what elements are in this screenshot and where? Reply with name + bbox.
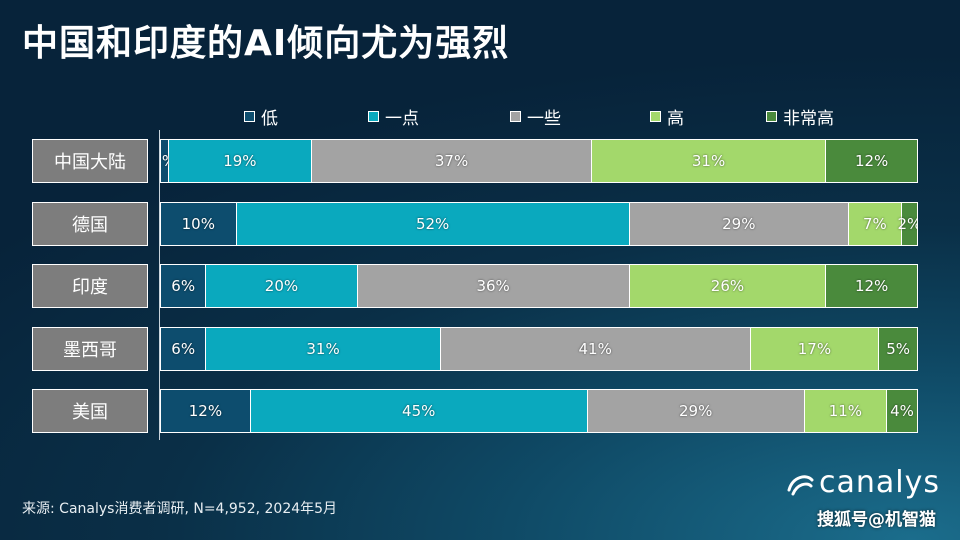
bar-segment: 29% — [629, 203, 849, 245]
legend-swatch-1 — [368, 111, 379, 122]
bar-segment: 20% — [206, 265, 358, 307]
bar-segment: 7% — [848, 203, 902, 245]
data-label: 19% — [223, 152, 257, 170]
data-label: 5% — [886, 340, 910, 358]
data-label: 17% — [797, 340, 832, 358]
bar-segment: 5% — [879, 328, 917, 370]
bar-segment: 1% — [161, 140, 176, 182]
category-axis-line — [159, 130, 160, 440]
bar-segment: 31% — [591, 140, 827, 182]
bar-segment: 6% — [161, 265, 207, 307]
bar-segment: 4% — [887, 390, 917, 432]
data-label: 31% — [691, 152, 726, 170]
data-label: 52% — [415, 215, 450, 233]
data-label: 20% — [264, 277, 299, 295]
legend-swatch-4 — [766, 111, 777, 122]
legend-swatch-0 — [244, 111, 255, 122]
watermark: 搜狐号@机智猫 — [817, 510, 936, 530]
legend-label-1: 一点 — [385, 109, 419, 129]
bar-row: 6% 31% 41% 17% 5% — [160, 327, 918, 371]
data-label: 6% — [171, 340, 196, 358]
bar-segment: 10% — [161, 203, 237, 245]
canalys-logo-icon — [787, 474, 814, 495]
category-label: 印度 — [32, 264, 148, 308]
canalys-logo: canalys — [785, 465, 940, 500]
legend-item-3: 高 — [650, 104, 684, 129]
data-label: 7% — [862, 215, 887, 233]
bar-segment: 11% — [804, 390, 888, 432]
data-label: 2% — [897, 215, 918, 233]
data-label: 12% — [854, 277, 889, 295]
legend-item-1: 一点 — [368, 104, 419, 129]
category-label: 墨西哥 — [32, 327, 148, 371]
data-label: 12% — [854, 152, 889, 170]
data-label: 41% — [578, 340, 612, 358]
bar-segment: 17% — [750, 328, 880, 370]
category-label: 德国 — [32, 202, 148, 246]
bar-segment: 31% — [206, 328, 441, 370]
legend-item-2: 一些 — [510, 104, 561, 129]
bar-segment: 2% — [898, 203, 917, 245]
category-label: 中国大陆 — [32, 139, 148, 183]
bar-segment: 52% — [236, 203, 630, 245]
bar-segment: 41% — [440, 328, 751, 370]
bar-row: 10% 52% 29% 7% 2% — [160, 202, 918, 246]
data-label: 12% — [188, 402, 223, 420]
bar-segment: 37% — [312, 140, 592, 182]
data-label: 31% — [306, 340, 340, 358]
data-label: 36% — [476, 277, 510, 295]
data-label: 11% — [828, 402, 863, 420]
bar-segment: 45% — [250, 390, 588, 432]
data-label: 4% — [890, 402, 914, 420]
bar-row: 12% 45% 29% 11% 4% — [160, 389, 918, 433]
legend-swatch-2 — [510, 111, 521, 122]
bar-segment: 19% — [168, 140, 313, 182]
bar-segment: 26% — [629, 265, 827, 307]
category-label: 美国 — [32, 389, 148, 433]
bar-segment: 6% — [161, 328, 207, 370]
canalys-logo-text: canalys — [819, 465, 940, 500]
bar-segment: 36% — [357, 265, 630, 307]
bar-segment: 12% — [826, 265, 917, 307]
data-label: 10% — [181, 215, 215, 233]
legend-label-2: 一些 — [527, 109, 561, 129]
legend-item-0: 低 — [244, 104, 278, 129]
chart-legend: 低 一点 一些 高 非常高 — [0, 104, 960, 129]
data-label: 29% — [722, 215, 756, 233]
data-label: 26% — [710, 277, 745, 295]
legend-item-4: 非常高 — [766, 104, 834, 129]
bar-segment: 12% — [161, 390, 251, 432]
legend-label-4: 非常高 — [783, 109, 834, 129]
bar-segment: 12% — [826, 140, 917, 182]
data-label: 37% — [434, 152, 469, 170]
bar-segment: 29% — [587, 390, 805, 432]
source-footnote: 来源: Canalys消费者调研, N=4,952, 2024年5月 — [22, 501, 338, 517]
data-label: 29% — [679, 402, 713, 420]
data-label: 45% — [402, 402, 436, 420]
legend-label-3: 高 — [667, 109, 684, 129]
data-label: 6% — [171, 277, 196, 295]
bar-row: 1% 19% 37% 31% 12% — [160, 139, 918, 183]
legend-label-0: 低 — [261, 109, 278, 129]
page-title: 中国和印度的AI倾向尤为强烈 — [22, 23, 510, 64]
legend-swatch-3 — [650, 111, 661, 122]
bar-row: 6% 20% 36% 26% 12% — [160, 264, 918, 308]
